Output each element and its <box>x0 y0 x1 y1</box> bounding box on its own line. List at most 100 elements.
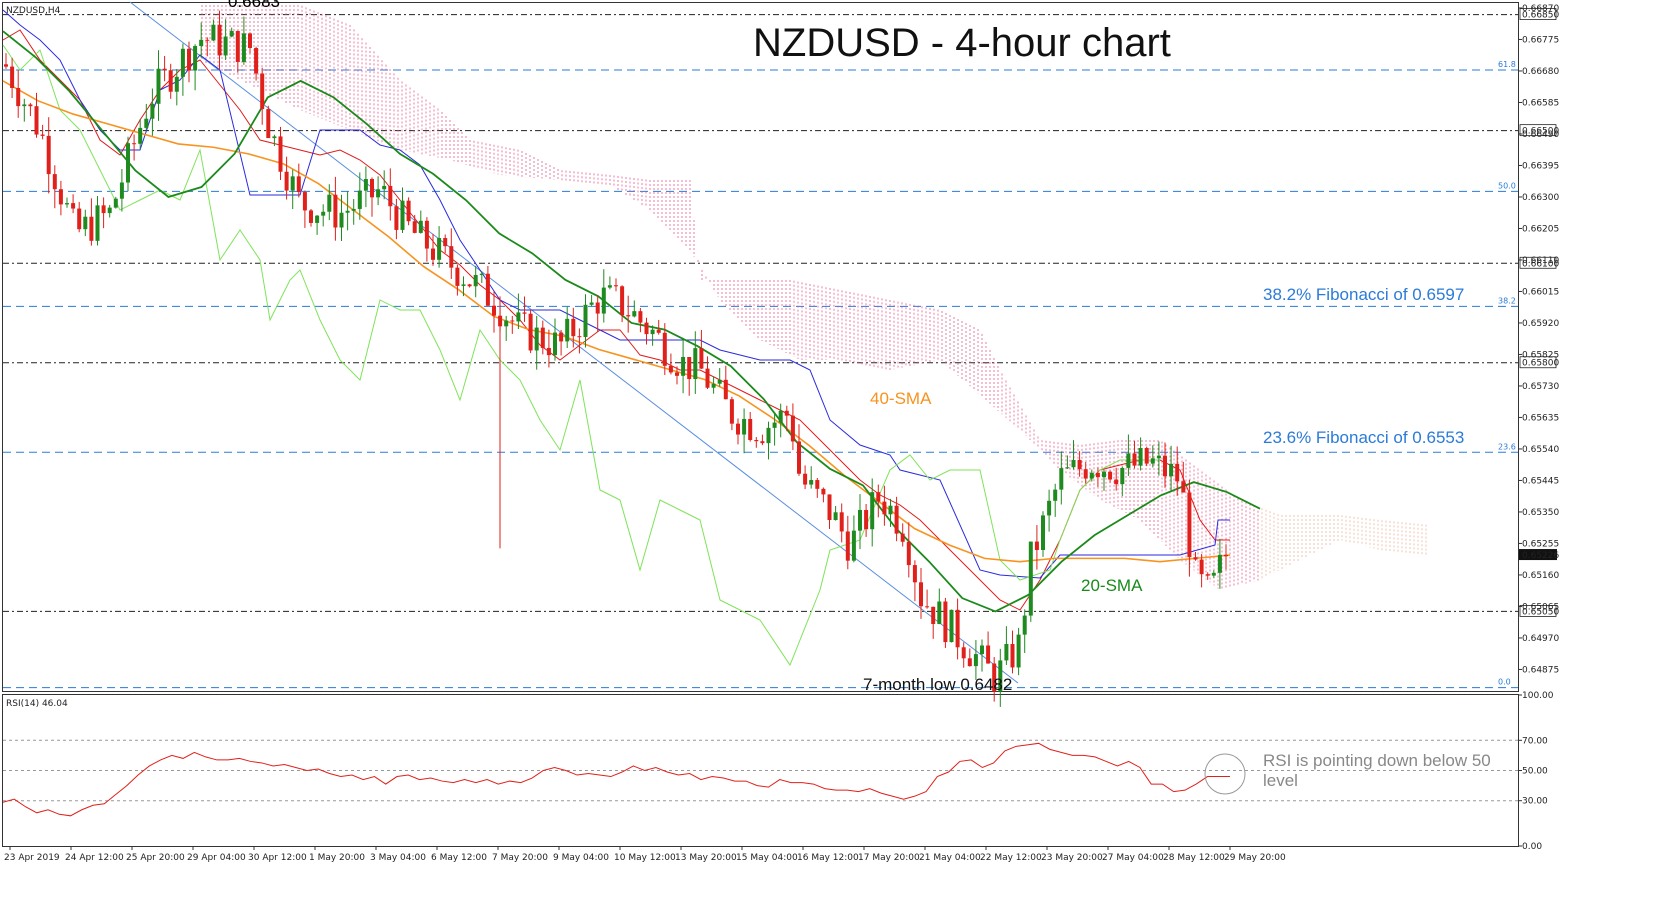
candle-body <box>797 441 801 474</box>
candle-body <box>522 312 527 314</box>
sma20-line <box>2 30 1261 613</box>
candle-body <box>321 211 326 216</box>
candle-body <box>418 220 423 233</box>
candle-body <box>382 185 387 190</box>
time-tick-label: 1 May 20:00 <box>309 853 365 863</box>
candle-body <box>510 320 515 322</box>
rsi-tick-label: 50.00 <box>1522 767 1548 777</box>
candle-body <box>534 327 539 351</box>
fibonacci-tag: 61.8 <box>1498 60 1516 69</box>
candle-body <box>1205 574 1210 576</box>
candle-body <box>583 304 588 338</box>
tenkan-sen-line <box>2 29 1230 611</box>
candle-body <box>882 501 887 515</box>
candle-body <box>656 329 661 333</box>
candle-body <box>864 509 869 530</box>
candle-body <box>961 647 966 659</box>
candle-body <box>967 658 972 667</box>
time-tick-label: 16 May 12:00 <box>797 853 859 863</box>
ichimoku-cloud <box>201 5 1427 590</box>
candle-body <box>333 194 338 228</box>
candle-body <box>376 189 381 198</box>
candle-body <box>937 601 942 625</box>
candle-body <box>919 582 923 607</box>
kijun-sen-line <box>2 9 1230 579</box>
candle-body <box>504 320 509 327</box>
candle-body <box>65 203 69 205</box>
level-price-box <box>1519 8 1557 21</box>
candle-body <box>1010 643 1015 668</box>
candle-body <box>4 64 8 67</box>
time-tick-label: 28 May 12:00 <box>1163 853 1225 863</box>
price-tick-label: 0.66680 <box>1522 67 1559 77</box>
candle-body <box>1156 455 1161 459</box>
candle-body <box>980 645 984 655</box>
sma20-annotation: 20-SMA <box>1081 576 1143 595</box>
price-tick-label: 0.66585 <box>1522 98 1559 108</box>
candle-body <box>406 200 411 222</box>
candle-body <box>675 372 679 376</box>
candle-body <box>138 127 143 144</box>
candle-body <box>772 422 777 428</box>
candle-body <box>1059 468 1064 490</box>
candle-body <box>485 273 490 306</box>
candle-body <box>668 365 673 373</box>
candle-body <box>894 505 899 534</box>
candle-body <box>1016 634 1021 668</box>
candle-body <box>906 541 911 566</box>
rsi-tick-label: 70.00 <box>1522 736 1548 746</box>
candle-body <box>449 246 454 268</box>
candle-body <box>1004 643 1009 661</box>
candle-body <box>235 30 240 62</box>
candle-body <box>687 356 692 380</box>
candle-body <box>302 192 307 211</box>
price-tick-label: 0.65825 <box>1522 350 1559 360</box>
candle-body <box>949 609 954 643</box>
candle-body <box>272 136 277 139</box>
candle-body <box>912 565 917 583</box>
candle-body <box>973 654 978 667</box>
time-tick-label: 6 May 12:00 <box>431 853 487 863</box>
candle-body <box>632 311 637 317</box>
candle-body <box>132 143 137 145</box>
candle-body <box>644 322 649 335</box>
candle-body <box>437 238 442 260</box>
candle-body <box>1077 459 1082 470</box>
candle-body <box>565 318 570 342</box>
candle-body <box>1102 471 1106 478</box>
candle-body <box>58 189 63 205</box>
fibonacci-tag: 23.6 <box>1498 442 1516 451</box>
level-price-label: 0.65800 <box>1522 359 1559 369</box>
candle-body <box>839 512 844 532</box>
candle-body <box>931 606 936 625</box>
candle-body <box>571 318 576 337</box>
candle-body <box>638 311 643 323</box>
candle-body <box>650 329 655 335</box>
candle-body <box>699 348 704 369</box>
candle-body <box>168 70 173 92</box>
candle-body <box>858 509 862 531</box>
candle-body <box>71 203 76 209</box>
candle-body <box>1169 463 1174 477</box>
candle-body <box>266 109 271 139</box>
candle-body <box>95 205 100 241</box>
candle-body <box>400 200 405 230</box>
candle-body <box>1053 489 1058 501</box>
candle-body <box>1211 572 1216 576</box>
price-tick-label: 0.65160 <box>1522 571 1559 581</box>
candle-body <box>77 208 82 230</box>
candle-body <box>778 410 783 423</box>
rsi-tick-label: 100.00 <box>1522 691 1554 701</box>
candle-body <box>1114 479 1119 485</box>
candle-body <box>22 104 27 107</box>
descending-trendline <box>129 1 1019 684</box>
candle-body <box>296 176 301 193</box>
candle-body <box>601 287 606 314</box>
rsi-note-circle <box>1204 753 1246 795</box>
rsi-tick-label: 30.00 <box>1522 797 1548 807</box>
candle-body <box>284 171 289 191</box>
candle-body <box>870 492 875 530</box>
candle-body <box>711 383 716 388</box>
price-tick-label: 0.66490 <box>1522 130 1559 140</box>
